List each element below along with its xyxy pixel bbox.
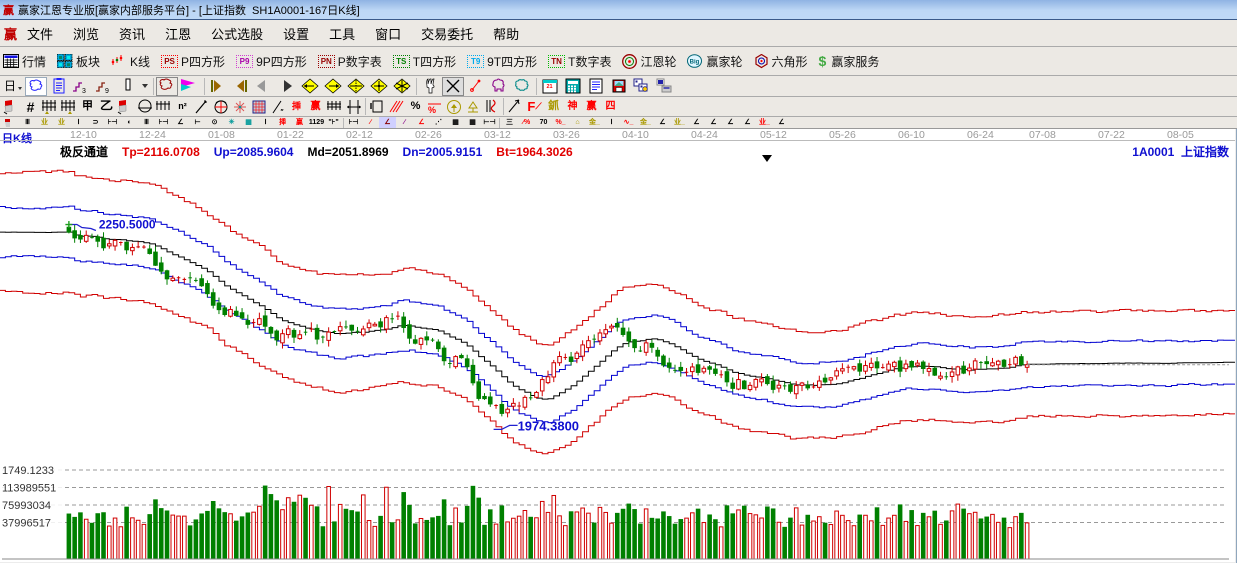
svg-text:1974.3800: 1974.3800 — [518, 418, 579, 433]
svg-text:3: 3 — [82, 88, 86, 94]
svg-text:75993034: 75993034 — [2, 500, 51, 512]
svg-text:113989551: 113989551 — [2, 483, 56, 495]
svg-text:1749.1233: 1749.1233 — [2, 465, 54, 477]
svg-text:": " — [280, 109, 284, 115]
svg-text:9: 9 — [105, 88, 109, 94]
svg-text:21: 21 — [547, 84, 553, 90]
svg-text:%: % — [428, 105, 436, 115]
svg-text:37996517: 37996517 — [2, 518, 51, 530]
svg-text:Big: Big — [690, 60, 700, 66]
svg-text:2250.5000: 2250.5000 — [99, 218, 156, 232]
svg-text:日: 日 — [4, 79, 16, 93]
